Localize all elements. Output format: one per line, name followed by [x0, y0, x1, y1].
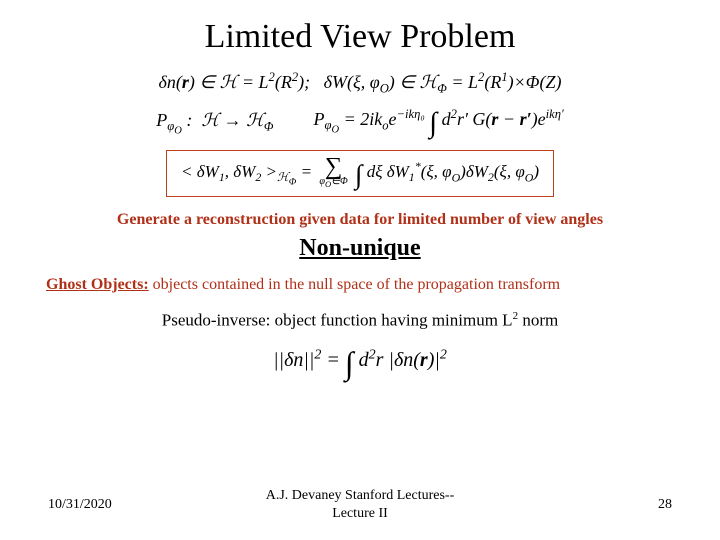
footer-line2: Lecture II — [332, 506, 388, 521]
footer-page-number: 28 — [562, 497, 672, 513]
equation-2a: PφO : ℋ → ℋΦ — [156, 110, 273, 137]
non-unique-heading: Non-unique — [40, 235, 680, 262]
slide-footer: 10/31/2020 A.J. Devaney Stanford Lecture… — [0, 487, 720, 522]
footer-center: A.J. Devaney Stanford Lectures-- Lecture… — [158, 487, 562, 522]
equation-line-3: ||δn||2 = ∫ d2r |δn(r)|2 — [40, 345, 680, 382]
slide-title: Limited View Problem — [40, 18, 680, 56]
slide: Limited View Problem δn(r) ∈ ℋ = L2(R2);… — [0, 0, 720, 540]
instruction-text: Generate a reconstruction given data for… — [40, 211, 680, 229]
footer-date: 10/31/2020 — [48, 497, 158, 513]
equation-boxed-wrap: < δW1, δW2 >ℋΦ = ∑φO∈Φ ∫ dξ δW1*(ξ, φO)δ… — [40, 146, 680, 198]
ghost-objects-label: Ghost Objects: — [46, 276, 149, 293]
pseudo-text-a: Pseudo-inverse: object function having m… — [162, 311, 513, 330]
equation-line-1: δn(r) ∈ ℋ = L2(R2); δW(ξ, φO) ∈ ℋΦ = L2(… — [40, 70, 680, 97]
equation-line-2: PφO : ℋ → ℋΦ PφO = 2ikoe−ikη₀ ∫ d2r′ G(r… — [40, 107, 680, 140]
ghost-objects-line: Ghost Objects: objects contained in the … — [40, 276, 680, 294]
footer-line1: A.J. Devaney Stanford Lectures-- — [266, 488, 455, 503]
pseudo-inverse-line: Pseudo-inverse: object function having m… — [40, 310, 680, 331]
pseudo-text-b: norm — [518, 311, 558, 330]
ghost-objects-text: objects contained in the null space of t… — [149, 276, 560, 293]
equation-boxed: < δW1, δW2 >ℋΦ = ∑φO∈Φ ∫ dξ δW1*(ξ, φO)δ… — [166, 150, 554, 198]
equation-2b: PφO = 2ikoe−ikη₀ ∫ d2r′ G(r − r′)eikη′ — [314, 107, 564, 140]
